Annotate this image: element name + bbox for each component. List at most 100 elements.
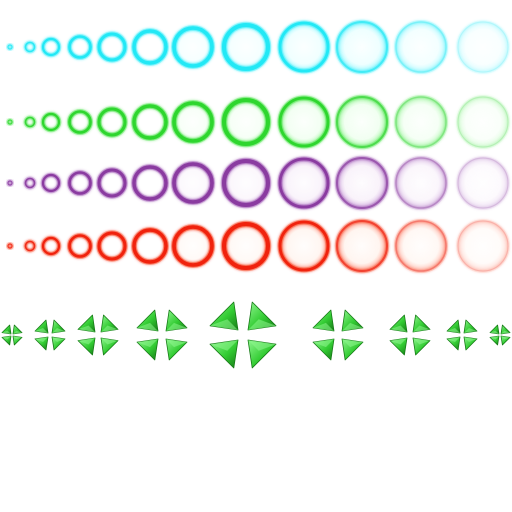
ring-frame — [220, 220, 272, 272]
ring-core — [222, 222, 270, 270]
ring-frame — [277, 219, 331, 273]
ring-core — [395, 96, 447, 148]
ring-core — [97, 168, 127, 198]
ring-core — [222, 23, 270, 71]
ring-core — [278, 96, 330, 148]
ring-frame — [220, 21, 272, 73]
ring-bubble-fill — [174, 164, 212, 202]
ring-core — [132, 104, 168, 140]
ring-core — [68, 110, 92, 134]
ring-core — [68, 234, 92, 258]
ring-frame — [40, 172, 62, 194]
sparkle-frame — [389, 314, 431, 356]
ring-frame — [220, 157, 272, 209]
sparkle-frame — [77, 314, 119, 356]
sparkle-frame — [312, 309, 364, 361]
ring-bubble-fill — [224, 25, 268, 69]
green-sparkle-row — [1, 301, 511, 369]
ring-frame — [40, 36, 62, 58]
sparkle-shard-highlight — [447, 328, 460, 333]
red-ring-row — [6, 218, 510, 274]
sparkle-shard-highlight — [13, 336, 22, 340]
sparkle-shard-highlight — [166, 322, 187, 331]
ring-core — [24, 240, 36, 252]
sparkle-shard-highlight — [52, 337, 65, 342]
ring-bubble-fill — [396, 221, 446, 271]
ring-core — [457, 21, 509, 73]
ring-frame — [131, 28, 169, 66]
ring-core — [24, 177, 36, 189]
ring-frame — [67, 109, 93, 135]
ring-frame — [6, 43, 14, 51]
ring-frame — [6, 179, 14, 187]
sparkle-shard-highlight — [210, 340, 238, 351]
ring-frame — [6, 118, 14, 126]
sparkle-frame — [1, 324, 23, 346]
sparkle-shard-highlight — [166, 339, 187, 348]
ring-frame — [456, 156, 510, 210]
sparkle-frame — [34, 319, 66, 351]
ring-core — [395, 220, 447, 272]
sparkle-shard-highlight — [13, 330, 22, 334]
ring-core — [395, 157, 447, 209]
ring-bubble-fill — [224, 224, 268, 268]
ring-frame — [131, 103, 169, 141]
ring-core — [7, 119, 13, 125]
sparkle-shard-highlight — [464, 328, 477, 333]
ring-frame — [67, 34, 93, 60]
ring-frame — [23, 239, 37, 253]
ring-frame — [171, 25, 215, 69]
ring-core — [68, 35, 92, 59]
ring-frame — [40, 235, 62, 257]
ring-frame — [96, 31, 128, 63]
sparkle-shard-highlight — [248, 319, 276, 330]
sparkle-shard-highlight — [390, 338, 407, 345]
ring-core — [97, 107, 127, 137]
ring-core — [68, 171, 92, 195]
sparkle-shard-highlight — [313, 322, 334, 331]
ring-frame — [67, 170, 93, 196]
ring-core — [24, 116, 36, 128]
ring-bubble-fill — [396, 97, 446, 147]
green-ring-row — [6, 94, 510, 150]
sparkle-shard-highlight — [78, 325, 95, 332]
sparkle-shard-highlight — [2, 336, 11, 340]
ring-frame — [23, 115, 37, 129]
ring-frame — [394, 95, 448, 149]
sparkle-shard-highlight — [101, 338, 118, 345]
ring-frame — [394, 20, 448, 74]
ring-core — [97, 32, 127, 62]
ring-core — [41, 112, 61, 132]
ring-frame — [96, 230, 128, 262]
sparkle-shard-highlight — [490, 336, 499, 340]
sparkle-shard-highlight — [490, 330, 499, 334]
ring-bubble-fill — [280, 222, 328, 270]
ring-frame — [334, 218, 390, 274]
ring-frame — [131, 227, 169, 265]
ring-core — [457, 157, 509, 209]
sparkle-shard-highlight — [501, 330, 510, 334]
sparkle-shard-highlight — [501, 336, 510, 340]
ring-core — [7, 243, 13, 249]
ring-frame — [40, 111, 62, 133]
sparkle-shard-highlight — [447, 337, 460, 342]
ring-bubble-fill — [458, 97, 508, 147]
ring-core — [172, 162, 214, 204]
ring-core — [457, 96, 509, 148]
ring-core — [336, 21, 388, 73]
sparkle-shard-highlight — [413, 338, 430, 345]
sparkle-shard-highlight — [390, 325, 407, 332]
ring-core — [278, 21, 330, 73]
sparkle-shard-highlight — [464, 337, 477, 342]
ring-frame — [67, 233, 93, 259]
ring-bubble-fill — [396, 158, 446, 208]
sparkle-shard-highlight — [313, 339, 334, 348]
ring-core — [41, 37, 61, 57]
ring-frames-layer — [6, 19, 510, 274]
ring-frame — [456, 20, 510, 74]
ring-frame — [334, 94, 390, 150]
ring-bubble-fill — [337, 158, 387, 208]
sparkle-shard-highlight — [248, 340, 276, 351]
